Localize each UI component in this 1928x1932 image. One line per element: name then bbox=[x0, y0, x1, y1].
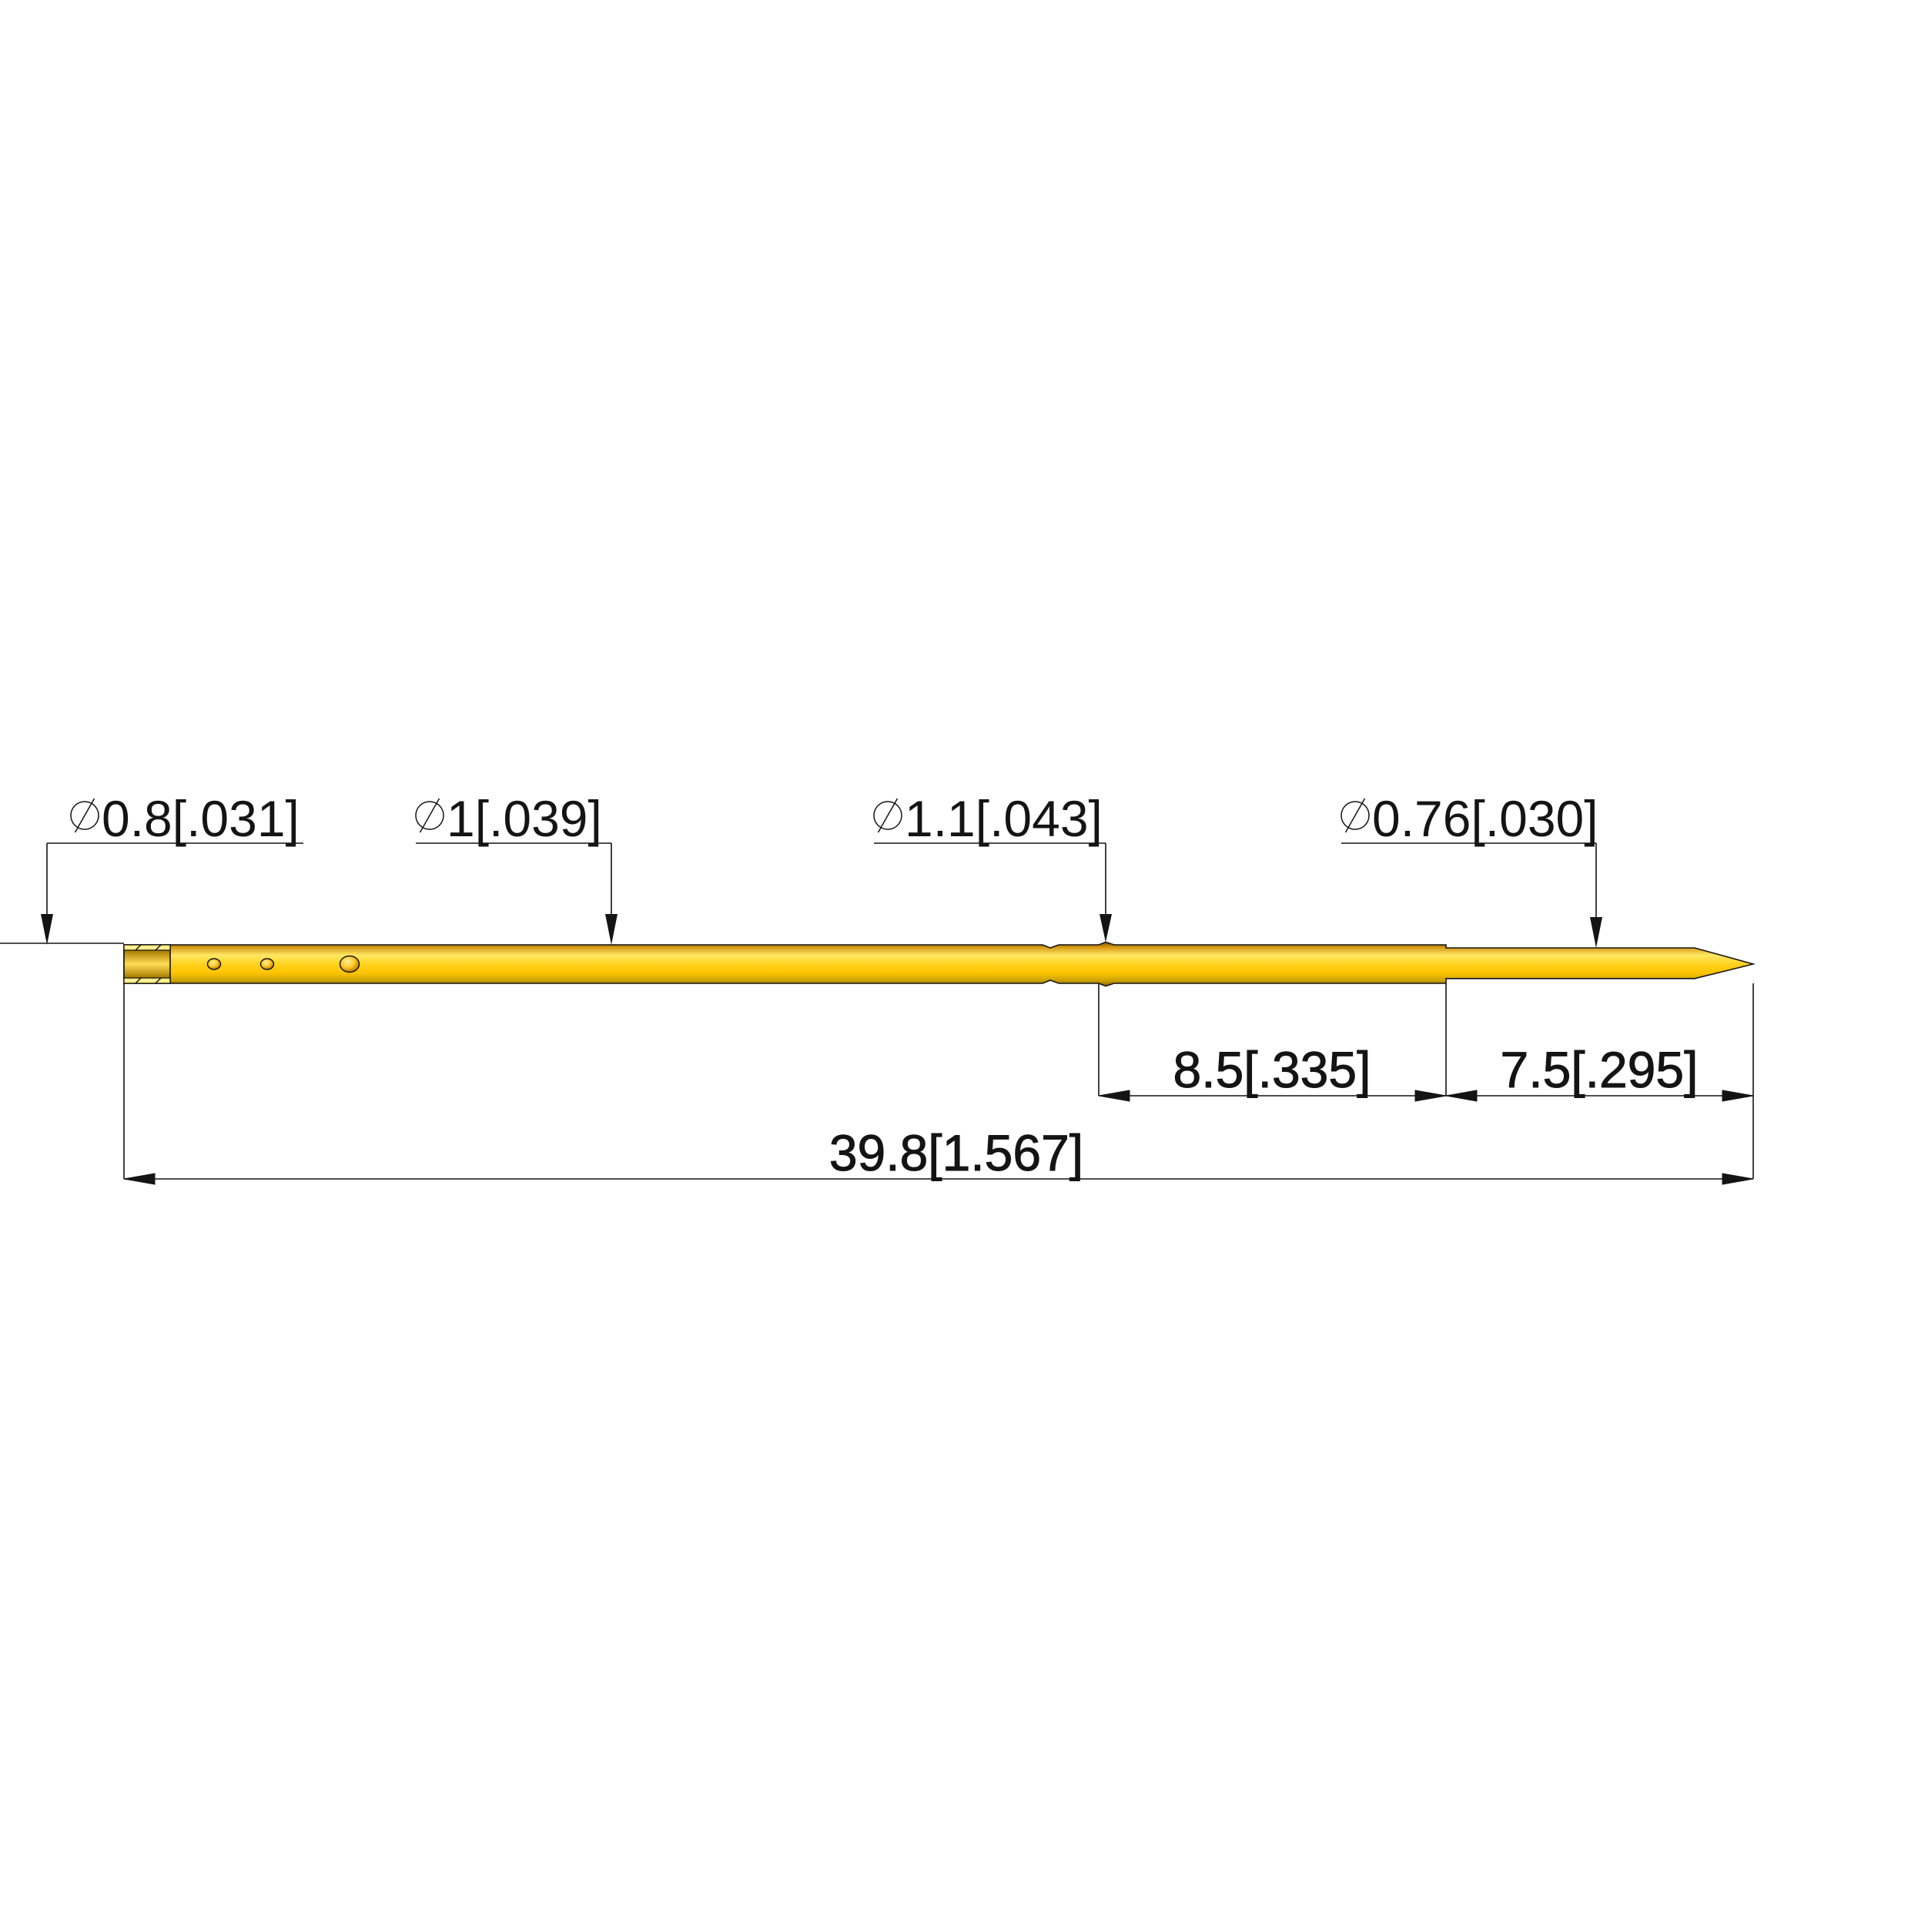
svg-text:8.5[.335]: 8.5[.335] bbox=[1173, 1041, 1371, 1098]
svg-text:1[.039]: 1[.039] bbox=[447, 790, 602, 847]
svg-text:39.8[1.567]: 39.8[1.567] bbox=[829, 1124, 1083, 1181]
svg-text:0.8[.031]: 0.8[.031] bbox=[102, 790, 300, 847]
svg-text:1.1[.043]: 1.1[.043] bbox=[905, 790, 1103, 847]
svg-text:0.76[.030]: 0.76[.030] bbox=[1372, 790, 1598, 847]
svg-text:7.5[.295]: 7.5[.295] bbox=[1501, 1041, 1699, 1098]
